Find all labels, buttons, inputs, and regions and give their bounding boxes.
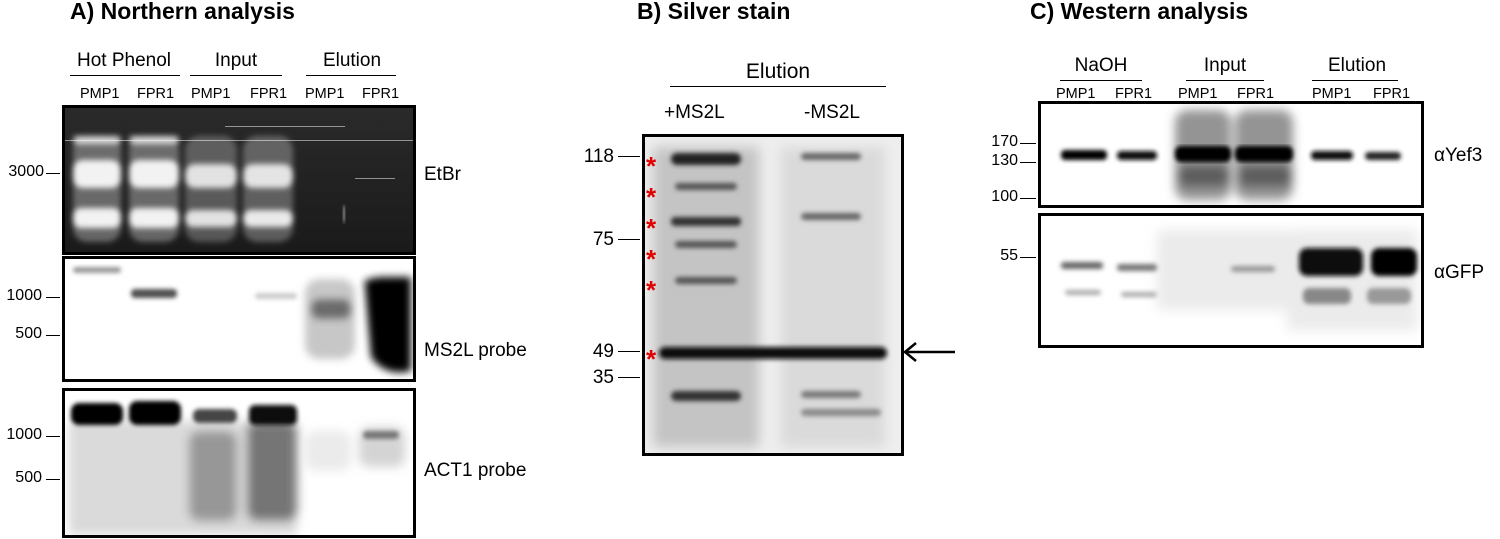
lane-label: PMP1	[1056, 86, 1096, 102]
mw-marker: 49	[592, 341, 614, 362]
panel-c-title: C) Western analysis	[1030, 0, 1249, 24]
marker-tick	[1020, 162, 1036, 163]
group-label-input: Input	[1203, 55, 1247, 76]
marker-tick	[46, 479, 60, 480]
marker-tick	[46, 335, 60, 336]
etbr-gel-image	[62, 105, 416, 255]
lane-label-plus-ms2l: +MS2L	[664, 102, 725, 123]
lane-label: PMP1	[191, 86, 231, 102]
group-underline	[1060, 80, 1142, 81]
marker-tick	[1020, 143, 1036, 144]
mw-marker: 55	[1000, 247, 1018, 264]
lane-label: FPR1	[1115, 86, 1153, 102]
star-marker: *	[646, 213, 657, 243]
lane-label: PMP1	[80, 86, 120, 102]
group-underline	[1312, 80, 1398, 81]
ms2l-blot-image	[62, 256, 416, 382]
marker-tick	[618, 377, 640, 378]
group-label-naoh: NaOH	[1074, 55, 1128, 76]
yef3-blot-image	[1038, 101, 1424, 208]
marker-tick	[1020, 257, 1036, 258]
mw-marker: 100	[991, 188, 1018, 205]
group-underline	[190, 75, 282, 76]
marker-tick	[46, 297, 60, 298]
marker-tick	[1020, 198, 1036, 199]
arrow-icon	[903, 342, 955, 362]
lane-label: FPR1	[1373, 86, 1411, 102]
mw-marker: 130	[991, 152, 1018, 169]
group-underline	[670, 86, 886, 87]
blot-label-ms2l: MS2L probe	[424, 340, 527, 361]
panel-a-title: A) Northern analysis	[70, 0, 295, 24]
gfp-blot-image	[1038, 213, 1424, 348]
star-marker: *	[646, 244, 657, 274]
lane-label: PMP1	[1178, 86, 1218, 102]
lane-label-minus-ms2l: -MS2L	[804, 102, 860, 123]
group-label-elution: Elution	[745, 60, 811, 83]
star-marker: *	[646, 344, 657, 374]
marker-tick	[618, 239, 640, 240]
lane-label: PMP1	[1312, 86, 1352, 102]
lane-label: PMP1	[305, 86, 345, 102]
blot-label-etbr: EtBr	[424, 164, 461, 185]
group-label-input: Input	[214, 50, 258, 71]
star-marker: *	[646, 151, 657, 181]
silver-stain-gel-image	[642, 134, 904, 456]
group-underline	[306, 75, 396, 76]
lane-label: FPR1	[250, 86, 288, 102]
marker-tick	[46, 173, 60, 174]
group-underline	[70, 75, 180, 76]
group-label-elution: Elution	[322, 50, 382, 71]
lane-label: FPR1	[1237, 86, 1275, 102]
mw-marker: 3000	[8, 163, 44, 180]
group-label-hot-phenol: Hot Phenol	[76, 50, 171, 71]
marker-tick	[618, 351, 640, 352]
mw-marker: 170	[991, 133, 1018, 150]
mw-marker: 118	[583, 146, 614, 167]
act1-blot-image	[62, 388, 416, 538]
star-marker: *	[646, 182, 657, 212]
mw-marker: 1000	[6, 287, 42, 304]
blot-label-gfp: αGFP	[1434, 262, 1485, 283]
mw-marker: 500	[15, 469, 42, 486]
blot-label-act1: ACT1 probe	[424, 460, 527, 481]
marker-tick	[618, 156, 640, 157]
mw-marker: 75	[592, 229, 614, 250]
lane-label: FPR1	[362, 86, 400, 102]
group-underline	[1186, 80, 1264, 81]
group-label-elution: Elution	[1327, 55, 1387, 76]
mw-marker: 1000	[6, 426, 42, 443]
lane-label: FPR1	[137, 86, 175, 102]
panel-b-title: B) Silver stain	[637, 0, 791, 24]
star-marker: *	[646, 275, 657, 305]
blot-label-yef3: αYef3	[1434, 145, 1483, 166]
marker-tick	[46, 436, 60, 437]
mw-marker: 500	[15, 325, 42, 342]
mw-marker: 35	[592, 367, 614, 388]
